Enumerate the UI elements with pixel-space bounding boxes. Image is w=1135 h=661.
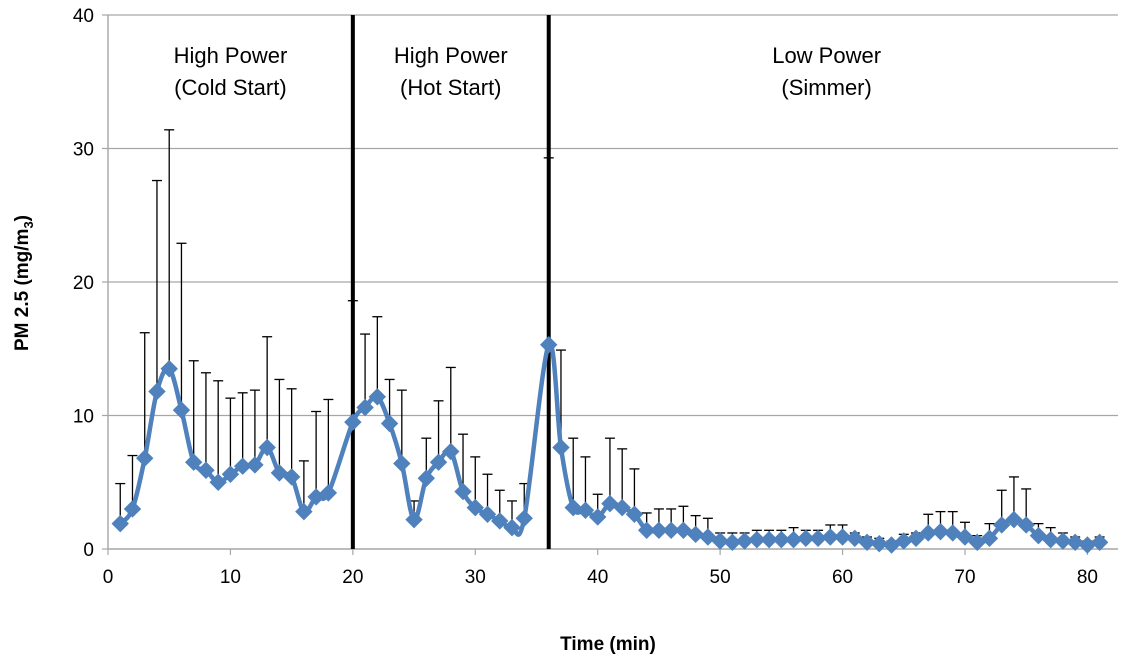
data-point-marker	[503, 518, 521, 537]
data-point-marker	[172, 401, 191, 419]
data-point-marker	[184, 453, 203, 471]
x-tick-label: 10	[220, 567, 241, 588]
phase-annotation-text: Low Power	[772, 43, 881, 68]
data-point-marker	[992, 516, 1011, 534]
phase-annotation-text: High Power	[394, 43, 508, 68]
x-tick-label: 40	[587, 567, 608, 588]
phase-annotation-text: High Power	[174, 43, 288, 68]
data-point-marker	[380, 414, 399, 433]
data-point-marker	[295, 502, 313, 521]
x-tick-label: 0	[103, 567, 114, 588]
x-tick-label: 30	[465, 567, 486, 588]
data-point-marker	[1005, 510, 1023, 529]
axes	[102, 14, 1118, 555]
data-point-marker	[907, 529, 925, 548]
data-point-marker	[797, 529, 815, 548]
data-point-marker	[1066, 533, 1084, 552]
x-tick-labels: 0 10 20 30 40 50 60 70 80	[103, 567, 1098, 588]
x-tick-label: 80	[1077, 567, 1098, 588]
data-point-marker	[393, 454, 411, 473]
data-point-marker	[650, 521, 668, 540]
x-tick-label: 20	[342, 567, 363, 588]
data-point-marker	[980, 529, 999, 548]
data-point-marker	[662, 521, 680, 540]
data-point-marker	[956, 528, 974, 546]
data-point-marker	[625, 505, 644, 523]
data-point-marker	[772, 530, 791, 549]
data-point-marker	[833, 528, 852, 546]
data-point-marker	[1078, 536, 1097, 554]
data-point-marker	[711, 532, 729, 550]
data-point-marker	[576, 501, 595, 519]
data-point-marker	[442, 442, 460, 461]
data-point-marker	[588, 508, 607, 526]
x-tick-label: 50	[710, 567, 731, 588]
data-point-marker	[282, 468, 301, 486]
phase-annotation-text: (Hot Start)	[400, 75, 501, 100]
data-point-marker	[931, 522, 950, 541]
data-point-marker	[1041, 530, 1060, 549]
x-axis-title: Time (min)	[560, 634, 656, 655]
data-point-marker	[111, 514, 129, 533]
data-point-marker	[209, 473, 227, 491]
phase-annotation-text: (Cold Start)	[174, 75, 286, 100]
phase-annotation-text: (Simmer)	[781, 75, 871, 100]
data-point-marker	[1054, 532, 1072, 550]
data-point-marker	[454, 482, 472, 501]
data-point-marker	[564, 498, 582, 517]
data-point-marker	[686, 525, 705, 544]
y-tick-labels: 0 10 20 30 40	[73, 6, 94, 561]
data-point-marker	[221, 465, 240, 483]
data-point-marker	[613, 498, 631, 517]
data-point-marker	[637, 521, 656, 540]
y-tick-label: 20	[73, 273, 94, 294]
phase-annotations: High Power (Cold Start) High Power (Hot Sta…	[174, 43, 881, 100]
data-point-marker	[1090, 533, 1109, 552]
data-point-marker	[246, 456, 264, 474]
y-tick-label: 30	[73, 140, 94, 161]
data-point-marker	[748, 530, 766, 549]
data-point-marker	[552, 438, 570, 457]
data-point-marker	[540, 336, 558, 354]
y-axis-title: PM 2.5 (mg/m3)	[12, 215, 36, 351]
y-tick-label: 10	[73, 407, 94, 428]
data-point-marker	[491, 512, 509, 530]
data-point-marker	[858, 533, 876, 552]
data-point-marker	[136, 449, 154, 467]
y-axis-title-subscript: 3	[21, 221, 36, 228]
data-point-marker	[258, 438, 276, 457]
data-point-marker	[197, 461, 215, 479]
data-point-marker	[405, 510, 423, 529]
data-point-marker	[478, 505, 497, 523]
data-point-marker	[148, 382, 166, 401]
data-point-marker	[429, 453, 448, 471]
data-point-marker	[160, 360, 178, 378]
data-point-marker	[466, 498, 484, 517]
y-axis-title-close: )	[12, 215, 33, 221]
data-point-marker	[368, 388, 387, 406]
data-point-marker	[760, 530, 778, 549]
data-point-marker	[356, 398, 374, 417]
error-bars	[115, 129, 1105, 545]
data-point-marker	[1017, 516, 1035, 534]
y-tick-label: 0	[83, 540, 94, 561]
data-point-marker	[821, 528, 840, 546]
gridlines	[108, 14, 1118, 417]
data-point-marker	[515, 509, 533, 528]
data-point-marker	[417, 469, 436, 487]
y-axis-title-main: PM 2.5 (mg/m	[12, 229, 33, 351]
x-tick-label: 70	[954, 567, 975, 588]
data-point-marker	[123, 500, 142, 518]
data-point-marker	[344, 413, 362, 431]
data-point-marker	[319, 484, 338, 502]
x-tick-label: 60	[832, 567, 853, 588]
y-tick-label: 40	[73, 6, 94, 27]
series-markers	[111, 336, 1109, 554]
phase-dividers	[350, 15, 551, 549]
data-point-marker	[870, 534, 888, 553]
